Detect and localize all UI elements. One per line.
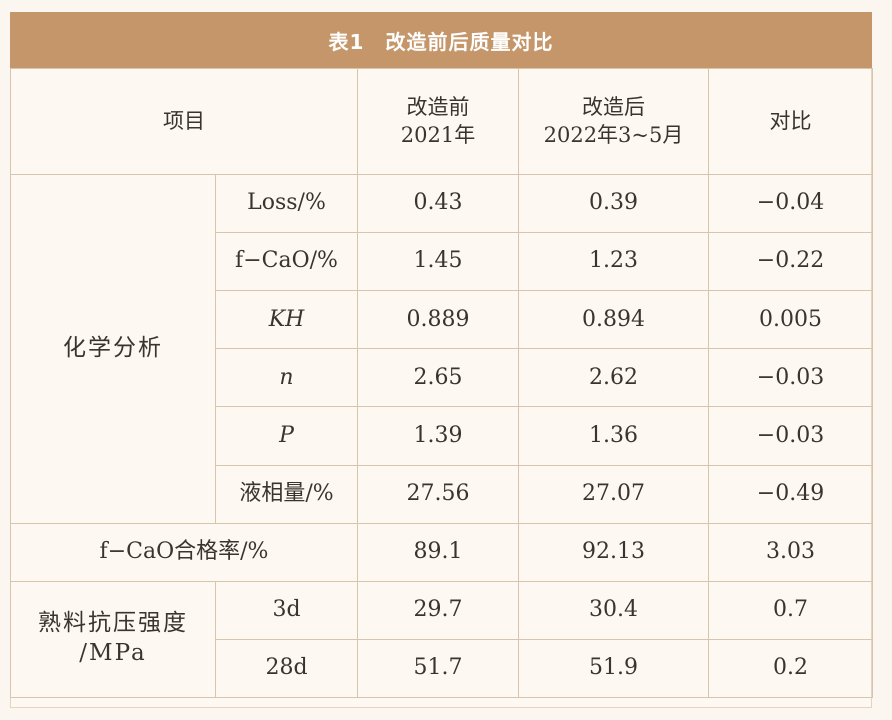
row-after: 27.07 [518, 464, 709, 524]
chem-category: 化学分析 [10, 174, 216, 524]
header-before-year: 2021年 [400, 122, 476, 147]
table-row: n 2.65 2.62 −0.03 [11, 348, 873, 408]
row-label: 液相量/% [215, 464, 358, 524]
pass-rate-before: 89.1 [357, 522, 519, 582]
row-after: 30.4 [518, 580, 709, 640]
table-title-bar: 表1 改造前后质量对比 [10, 12, 872, 68]
strength-category: 熟料抗压强度 /MPa [10, 580, 216, 699]
row-label: 3d [215, 580, 358, 640]
pass-rate-diff: 3.03 [708, 522, 873, 582]
row-diff: 0.7 [708, 580, 873, 640]
row-before: 29.7 [357, 580, 519, 640]
row-before: 0.43 [357, 174, 519, 234]
row-label: f−CaO/% [215, 232, 358, 292]
row-diff: 0.005 [708, 290, 873, 350]
table-row: KH 0.889 0.894 0.005 [11, 290, 873, 350]
header-before: 改造前 2021年 [357, 67, 519, 176]
table-row: 熟料抗压强度 /MPa 3d 29.7 30.4 0.7 [10, 580, 873, 699]
header-after: 改造后 2022年3~5月 [518, 67, 709, 176]
row-diff: −0.22 [708, 232, 873, 292]
strength-category-label: 熟料抗压强度 [38, 610, 188, 637]
pass-rate-label: f−CaO合格率/% [10, 522, 358, 582]
table-row: 液相量/% 27.56 27.07 −0.49 [11, 464, 873, 524]
row-label: 28d [215, 638, 358, 699]
row-after: 0.39 [518, 174, 709, 234]
header-after-label: 改造后 [582, 95, 645, 120]
row-before: 1.39 [357, 406, 519, 466]
row-before: 2.65 [357, 348, 519, 408]
row-before: 27.56 [357, 464, 519, 524]
row-label: n [215, 348, 358, 408]
row-label: Loss/% [215, 174, 358, 234]
row-diff: −0.03 [708, 348, 873, 408]
header-compare: 对比 [708, 67, 873, 176]
header-before-label: 改造前 [406, 95, 470, 120]
row-diff: −0.03 [708, 406, 873, 466]
row-after: 2.62 [518, 348, 709, 408]
header-after-period: 2022年3~5月 [543, 122, 684, 147]
row-before: 51.7 [357, 638, 519, 699]
header-item: 项目 [10, 67, 358, 176]
row-after: 0.894 [518, 290, 709, 350]
table-row: 28d 51.7 51.9 0.2 [11, 638, 873, 699]
table-row: P 1.39 1.36 −0.03 [11, 406, 873, 466]
pass-rate-after: 92.13 [518, 522, 709, 582]
row-after: 1.36 [518, 406, 709, 466]
comparison-table: 项目 改造前 2021年 改造后 2022年3~5月 对比 化学分析 Loss/… [10, 67, 873, 699]
strength-category-unit: /MPa [79, 640, 147, 667]
row-before: 0.889 [357, 290, 519, 350]
row-diff: −0.04 [708, 174, 873, 234]
row-before: 1.45 [357, 232, 519, 292]
row-after: 1.23 [518, 232, 709, 292]
table-title: 表1 改造前后质量对比 [328, 29, 554, 54]
header-row: 项目 改造前 2021年 改造后 2022年3~5月 对比 [10, 67, 873, 176]
row-label: KH [215, 290, 358, 350]
row-label: P [215, 406, 358, 466]
row-after: 51.9 [518, 638, 709, 699]
row-diff: −0.49 [708, 464, 873, 524]
pass-rate-row: f−CaO合格率/% 89.1 92.13 3.03 [10, 522, 873, 582]
table-row: 化学分析 Loss/% 0.43 0.39 −0.04 [10, 174, 873, 524]
row-diff: 0.2 [708, 638, 873, 699]
